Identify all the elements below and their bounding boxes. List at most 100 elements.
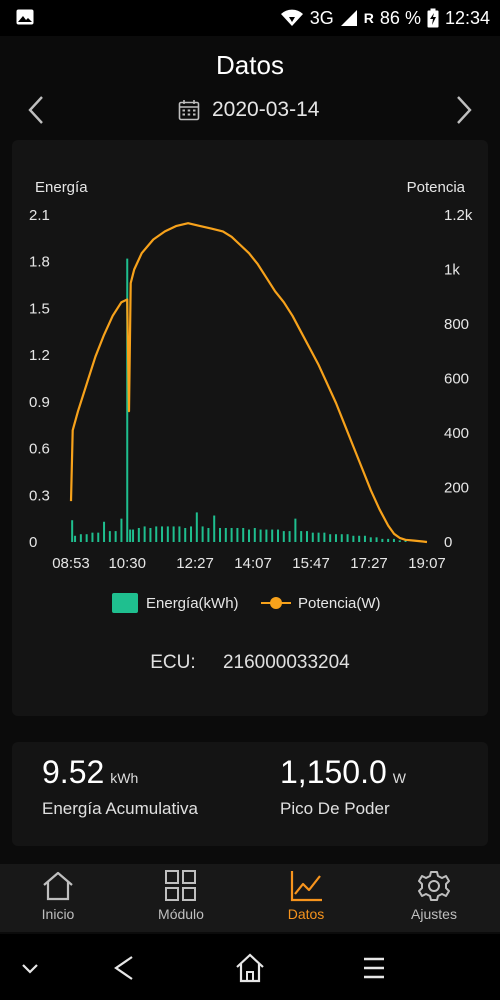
energy-value: 9.52: [42, 754, 105, 790]
nav-modulo-label: Módulo: [158, 906, 204, 922]
page-title: Datos: [216, 50, 284, 80]
left-tick-label: 1.2: [29, 347, 50, 364]
date-selector: 2020-03-14: [0, 92, 500, 128]
energy-bar: [334, 534, 337, 542]
battery-percent: 86 %: [379, 7, 421, 28]
bottom-nav: Inicio Módulo Datos: [0, 864, 500, 932]
energy-bar: [184, 527, 187, 542]
x-tick-label: 10:30: [108, 555, 146, 572]
energy-bar: [155, 526, 158, 542]
energy-bar: [213, 515, 216, 542]
energy-bar: [97, 532, 100, 542]
energy-bar: [166, 526, 169, 542]
right-tick-label: 0: [444, 534, 452, 551]
next-day-button[interactable]: [448, 94, 478, 126]
energy-bar: [143, 526, 146, 542]
energy-bar: [74, 535, 77, 542]
energy-bar: [248, 529, 250, 542]
nav-ajustes[interactable]: Ajustes: [384, 870, 484, 930]
left-tick-label: 2.1: [29, 207, 50, 224]
clock: 12:34: [444, 7, 490, 28]
energy-bar: [178, 526, 181, 542]
energy-unit: kWh: [110, 770, 139, 786]
right-tick-label: 800: [444, 316, 469, 333]
network-type: 3G: [309, 7, 334, 28]
nav-datos[interactable]: Datos: [256, 870, 356, 930]
ecu-info: ECU: 216000033204: [12, 652, 488, 674]
right-tick-label: 400: [444, 425, 469, 442]
chart-icon: [290, 871, 322, 902]
energy-bar: [79, 534, 82, 542]
energy-bar: [294, 518, 297, 542]
nav-inicio[interactable]: Inicio: [8, 870, 108, 930]
energy-bar: [161, 526, 164, 542]
energy-bar: [103, 521, 106, 542]
grid-icon: [165, 870, 196, 901]
energy-bar: [230, 527, 233, 542]
legend-energy-swatch: [112, 593, 138, 613]
home-system-icon[interactable]: [232, 950, 268, 986]
left-tick-label: 0.9: [29, 394, 50, 411]
energy-bar: [190, 526, 193, 542]
signal-icon: [340, 10, 357, 26]
energy-bar: [329, 534, 332, 542]
right-tick-label: 1k: [444, 262, 460, 279]
x-tick-label: 19:07: [408, 555, 446, 572]
left-axis-title: Energía: [35, 179, 88, 196]
energy-bar: [381, 538, 384, 542]
energy-bar: [108, 531, 111, 542]
energy-bar: [91, 532, 94, 542]
legend-energy-label: Energía(kWh): [146, 595, 239, 612]
system-nav-bar: [0, 934, 500, 1000]
energy-caption: Energía Acumulativa: [42, 799, 198, 818]
back-icon[interactable]: [106, 950, 142, 986]
energy-stat: 9.52 kWh Energía Acumulativa: [42, 754, 198, 819]
energy-bar: [253, 527, 256, 542]
x-tick-label: 08:53: [52, 555, 90, 572]
peak-caption: Pico De Poder: [280, 799, 390, 818]
x-tick-label: 17:27: [350, 555, 388, 572]
energy-bar: [132, 529, 135, 542]
menu-icon[interactable]: [356, 950, 392, 986]
energy-bar: [259, 529, 262, 542]
right-axis-title: Potencia: [407, 179, 466, 196]
battery-charging-icon: [427, 8, 439, 28]
wifi-calling-icon: [280, 9, 303, 26]
date-picker[interactable]: 2020-03-14: [178, 96, 319, 124]
energy-bar: [219, 527, 222, 542]
energy-bar: [311, 532, 314, 542]
energy-bar: [398, 540, 401, 542]
energy-bar: [129, 529, 132, 542]
left-tick-label: 1.5: [29, 300, 50, 317]
energy-bar: [85, 534, 88, 542]
left-tick-label: 0.3: [29, 487, 50, 504]
energy-bar: [317, 532, 320, 542]
image-notification-icon: [16, 9, 34, 25]
energy-bar: [126, 258, 129, 542]
energy-bar: [195, 512, 198, 542]
left-tick-label: 0.6: [29, 441, 50, 458]
left-tick-label: 0: [29, 534, 37, 551]
energy-bar: [340, 534, 343, 542]
previous-day-button[interactable]: [22, 94, 52, 126]
peak-value: 1,150.0: [280, 754, 387, 790]
nav-modulo[interactable]: Módulo: [131, 870, 231, 930]
roaming-indicator: R: [363, 10, 374, 26]
peak-stat: 1,150.0 W Pico De Poder: [280, 754, 406, 819]
chart-card: Energía Potencia 0 0.3 0.6 0.9 1.2 1.5 1.8 2.1 0 20…: [12, 140, 488, 716]
nav-inicio-label: Inicio: [41, 906, 75, 922]
chevron-down-icon[interactable]: [12, 950, 48, 986]
energy-bar: [352, 535, 355, 542]
energy-bar: [282, 531, 285, 542]
stats-card: 9.52 kWh Energía Acumulativa 1,150.0 W Pic…: [12, 742, 488, 846]
nav-datos-label: Datos: [287, 906, 325, 922]
x-tick-label: 15:47: [292, 555, 330, 572]
ecu-label: ECU:: [150, 652, 196, 673]
right-tick-label: 1.2k: [444, 207, 473, 224]
right-tick-label: 600: [444, 371, 469, 388]
energy-bar: [120, 518, 123, 542]
gear-icon: [418, 871, 450, 901]
legend-power-marker: [270, 597, 282, 609]
energy-bar: [207, 527, 210, 542]
